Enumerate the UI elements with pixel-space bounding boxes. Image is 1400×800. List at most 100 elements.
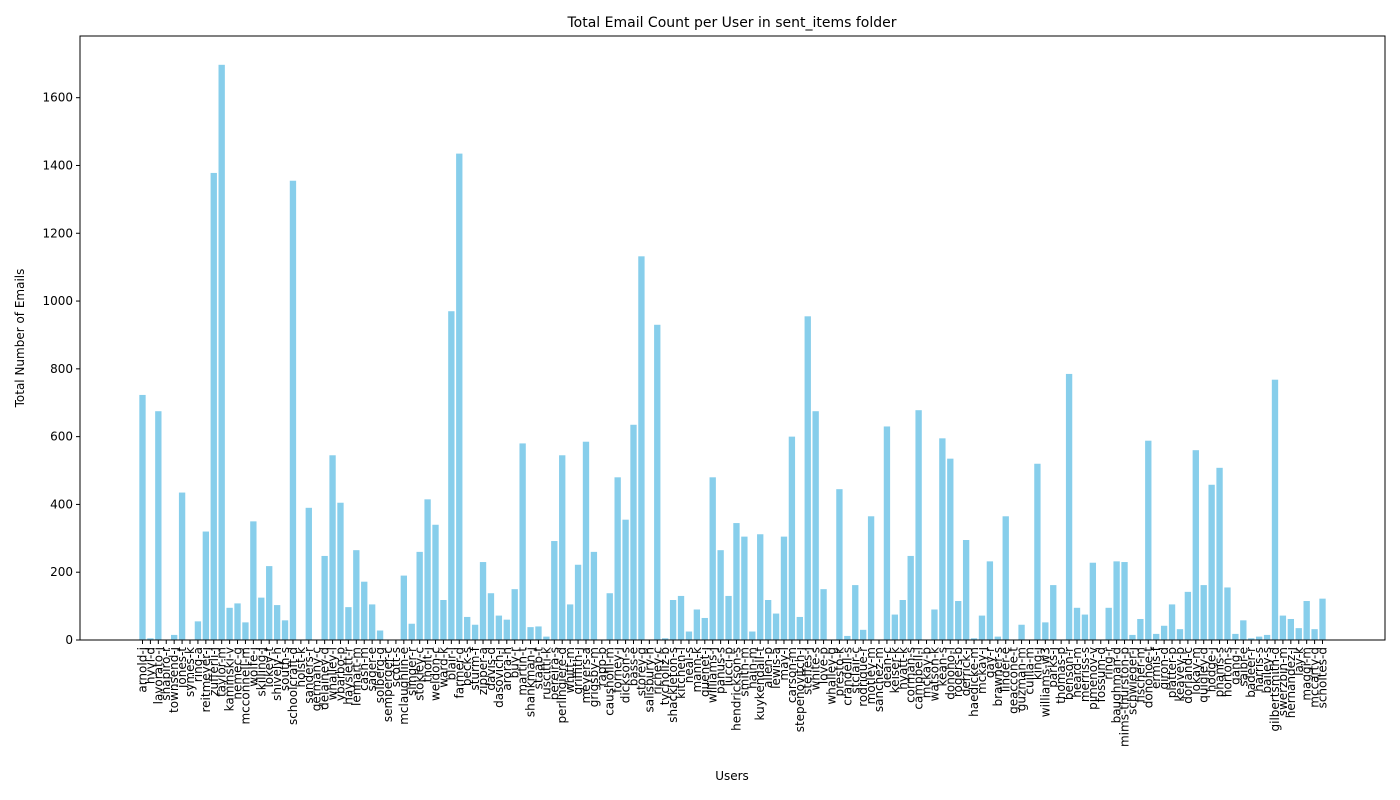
x-tick-label: hyatt-k	[896, 647, 910, 690]
bar	[994, 636, 1001, 640]
x-tick-label: bass-e	[627, 647, 641, 686]
bar	[210, 172, 217, 640]
bar	[1263, 634, 1271, 640]
plot-frame	[79, 35, 1386, 641]
bar	[772, 613, 780, 640]
bar	[741, 536, 748, 640]
bar	[962, 540, 970, 640]
bar	[1089, 562, 1097, 640]
bar	[1113, 561, 1120, 640]
bar	[329, 455, 336, 640]
bar	[1002, 516, 1009, 640]
x-tick-label: guzman-m	[1015, 647, 1029, 711]
bar	[361, 581, 368, 640]
bar	[408, 623, 415, 640]
x-tick-label: derrick-j	[959, 647, 973, 696]
x-tick-label: arnold-j	[135, 647, 149, 693]
bar	[178, 492, 186, 640]
x-tick-label: lenhart-m	[349, 647, 363, 706]
bar	[1168, 604, 1176, 640]
x-tick-label: lokay-m	[1189, 647, 1203, 695]
bar	[170, 634, 178, 640]
x-tick-label: benson-r	[1062, 647, 1076, 700]
x-tick-label: solberg-g	[373, 647, 387, 703]
bar	[218, 64, 225, 641]
x-tick-label: ruscitti-k	[539, 647, 553, 700]
bar	[242, 622, 249, 640]
x-tick-label: reitmeyer-j	[199, 647, 213, 712]
bar	[804, 316, 811, 640]
bar	[662, 638, 669, 640]
x-tick-label: meyers-a	[579, 647, 593, 703]
x-tick-label: slinger-r	[405, 647, 419, 696]
x-tick-label: taylor-m	[215, 647, 229, 697]
x-tick-label: keavey-p	[1173, 647, 1187, 702]
x-tick-label: hendrickson-s	[729, 647, 743, 731]
x-tick-label: sturm-f	[468, 646, 482, 690]
bar	[440, 600, 447, 640]
bar	[1232, 633, 1239, 640]
x-tick-label: weldon-c	[429, 647, 443, 701]
x-axis-label: Users	[715, 769, 749, 783]
x-tick-label: lay-k	[1292, 647, 1306, 676]
bar	[955, 601, 962, 640]
bar	[986, 561, 994, 640]
x-tick-label: south-s	[278, 647, 292, 691]
bar	[725, 595, 732, 640]
y-tick-label: 1600	[42, 91, 73, 105]
x-tick-label: pereira-s	[547, 647, 561, 700]
x-tick-label: germany-c	[310, 647, 324, 711]
bar	[939, 438, 946, 640]
x-tick-label: campbell-l	[912, 647, 926, 710]
bar	[1208, 484, 1215, 640]
x-tick-label: symes-k	[183, 647, 197, 697]
bar	[931, 609, 938, 640]
bar	[701, 617, 708, 640]
x-tick-label: haedicke-m	[967, 647, 981, 717]
y-tick-label: 1000	[42, 294, 73, 308]
bar	[1065, 373, 1073, 640]
x-tick-label: zipper-a	[476, 647, 490, 695]
y-tick-label: 0	[65, 633, 73, 647]
bar	[860, 629, 867, 640]
x-tick-label: platter-p	[1165, 647, 1179, 698]
bar	[566, 604, 574, 640]
x-tick-label: davis-d	[484, 647, 498, 691]
x-tick-label: hain-m	[745, 647, 759, 689]
bar	[1121, 562, 1128, 640]
x-tick-label: mccarty-d	[1308, 647, 1322, 708]
bar	[606, 593, 613, 640]
bar	[733, 523, 740, 640]
bar	[1287, 618, 1295, 640]
bar	[511, 589, 518, 640]
bar	[764, 600, 772, 640]
bar	[1153, 633, 1160, 640]
bar	[836, 489, 843, 640]
x-tick-label: donoho-l	[943, 647, 957, 700]
x-tick-label: williams-w3	[1038, 647, 1052, 717]
x-tick-label: tholt-j	[421, 647, 435, 682]
bar	[590, 551, 598, 640]
bar	[852, 585, 859, 640]
bar	[947, 458, 954, 640]
bar	[622, 519, 629, 640]
x-tick-label: mclaughlin-e	[397, 647, 411, 725]
x-tick-label: saibi-e	[1236, 647, 1250, 687]
bar	[551, 541, 558, 640]
bar	[543, 636, 550, 640]
x-tick-label: maggi-m	[1300, 647, 1314, 701]
x-tick-label: fossum-d	[1094, 647, 1108, 702]
x-tick-label: fischer-m	[1133, 647, 1147, 703]
bar	[503, 619, 510, 640]
x-tick-label: hayslett-r	[341, 647, 355, 705]
x-tick-label: griffith-j	[571, 647, 585, 694]
bar	[400, 575, 408, 640]
x-tick-label: parks-j	[1046, 647, 1060, 688]
bar	[1224, 587, 1231, 640]
bar	[780, 536, 788, 640]
bar	[1050, 585, 1057, 640]
bar	[1176, 629, 1184, 640]
bar	[1279, 615, 1287, 640]
x-tick-label: geaccone-t	[1007, 647, 1021, 714]
